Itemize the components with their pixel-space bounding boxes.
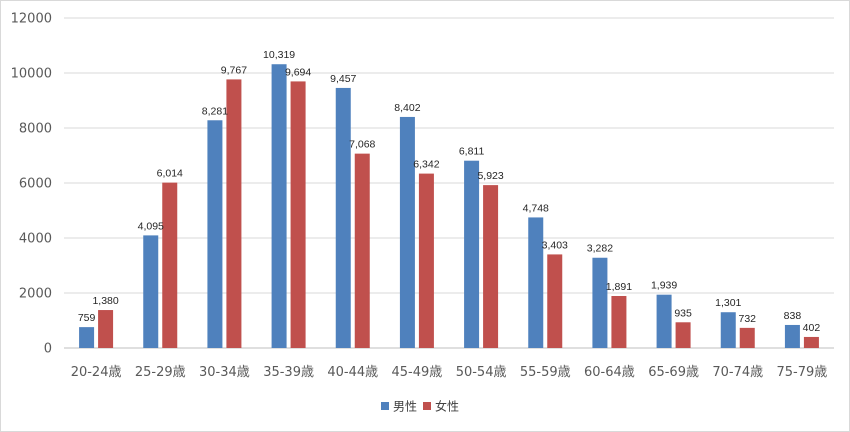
y-tick-label: 10000 [11, 67, 52, 82]
data-label: 402 [803, 322, 821, 334]
x-tick-label: 75-79歳 [777, 365, 828, 380]
bar-female [290, 81, 306, 348]
data-label: 1,380 [92, 295, 118, 307]
bar-male [464, 160, 480, 348]
x-tick-label: 20-24歳 [71, 365, 122, 380]
bar-female [354, 153, 370, 348]
x-tick-label: 55-59歳 [520, 365, 571, 380]
data-label: 838 [784, 310, 802, 322]
bar-male [528, 217, 544, 348]
data-label: 10,319 [263, 49, 295, 61]
data-label: 4,748 [523, 202, 549, 214]
bar-female [675, 322, 691, 348]
bar-female [611, 295, 627, 348]
legend-label: 女性 [435, 399, 459, 414]
bar-male [592, 257, 608, 348]
x-tick-label: 60-64歳 [584, 365, 635, 380]
bar-male [399, 116, 415, 348]
x-tick-label: 30-34歳 [199, 365, 250, 380]
data-label: 759 [78, 312, 96, 324]
data-label: 732 [738, 313, 756, 325]
data-label: 935 [674, 307, 692, 319]
data-label: 9,767 [221, 64, 247, 76]
bars [79, 64, 819, 349]
x-tick-label: 35-39歳 [263, 365, 314, 380]
bar-male [784, 324, 800, 348]
bar-female [547, 254, 563, 348]
data-label: 3,282 [587, 243, 613, 255]
data-label: 8,281 [202, 105, 228, 117]
bar-female [483, 185, 499, 348]
y-tick-label: 12000 [11, 12, 52, 27]
y-tick-label: 4000 [19, 232, 52, 247]
gridlines [64, 17, 834, 349]
bar-male [335, 87, 351, 349]
data-label: 1,939 [651, 280, 677, 292]
y-tick-label: 2000 [19, 287, 52, 302]
bar-male [271, 64, 287, 348]
data-label: 7,068 [349, 139, 375, 151]
data-labels: 759 1,380 4,095 6,014 8,281 9,767 10,319 9,694 9… [78, 49, 821, 334]
x-tick-label: 45-49歳 [392, 365, 443, 380]
x-tick-label: 70-74歳 [712, 365, 763, 380]
data-label: 6,811 [459, 146, 485, 158]
bar-female [739, 327, 755, 348]
x-tick-label: 25-29歳 [135, 365, 186, 380]
data-label: 5,923 [477, 170, 503, 182]
bar-male [207, 120, 223, 349]
data-label: 8,402 [394, 102, 420, 114]
data-label: 1,891 [606, 281, 632, 293]
y-tick-label: 6000 [19, 177, 52, 192]
x-axis-ticks: 20-24歳 25-29歳 30-34歳 35-39歳 40-44歳 45-49歳 50-5… [71, 365, 828, 380]
x-tick-label: 50-54歳 [456, 365, 507, 380]
bar-female [803, 336, 819, 348]
data-label: 9,694 [285, 66, 311, 78]
legend-swatch [423, 402, 431, 410]
bar-male [720, 312, 736, 348]
bar-female [98, 310, 114, 348]
bar-female [226, 79, 242, 348]
y-tick-label: 8000 [19, 122, 52, 137]
x-tick-label: 40-44歳 [327, 365, 378, 380]
data-label: 9,457 [330, 73, 356, 85]
bar-male [79, 327, 95, 348]
bar-female [162, 182, 178, 348]
y-axis-ticks: 0 2000 4000 6000 8000 10000 12000 [11, 12, 52, 357]
data-label: 6,014 [157, 168, 183, 180]
legend-swatch [381, 402, 389, 410]
data-label: 1,301 [715, 297, 741, 309]
legend: 男性 女性 [381, 399, 459, 414]
y-tick-label: 0 [44, 342, 52, 357]
bar-male [143, 235, 159, 348]
data-label: 4,095 [138, 220, 164, 232]
bar-male [656, 294, 672, 348]
data-label: 6,342 [413, 159, 439, 171]
legend-label: 男性 [393, 400, 417, 414]
bar-female [418, 173, 434, 348]
data-label: 3,403 [542, 239, 568, 251]
x-tick-label: 65-69歳 [648, 365, 699, 380]
